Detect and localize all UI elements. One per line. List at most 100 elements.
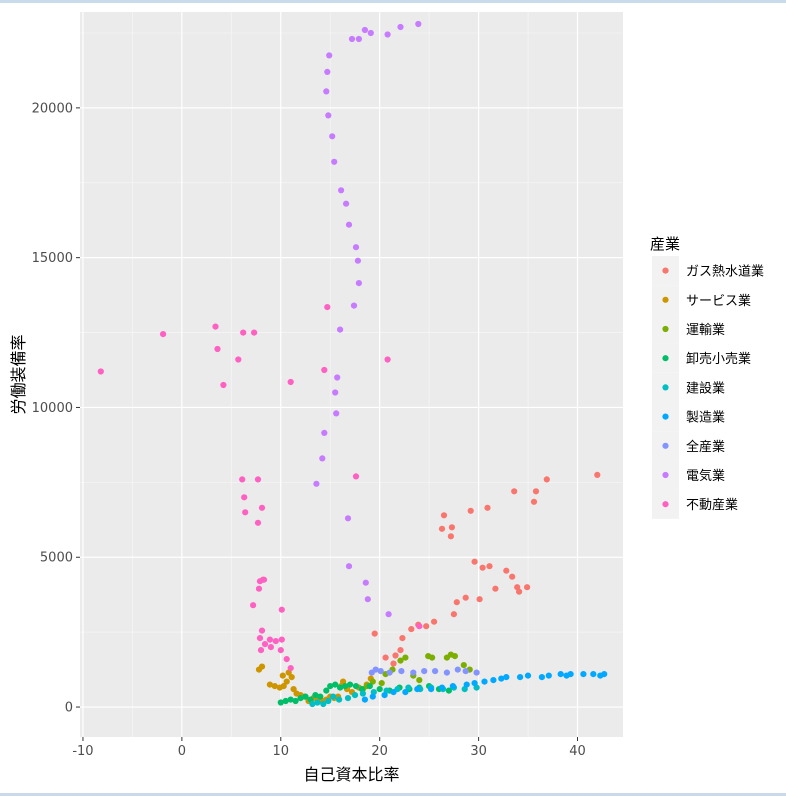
data-point [377, 668, 384, 675]
data-point [220, 381, 227, 389]
data-point [445, 687, 452, 694]
data-point [319, 455, 326, 462]
data-point [476, 596, 483, 603]
data-point [350, 302, 358, 309]
data-point [524, 672, 532, 679]
data-point [421, 668, 428, 675]
data-point [390, 689, 397, 696]
data-point [440, 512, 448, 519]
legend-label: 建設業 [686, 380, 725, 396]
data-point [331, 158, 338, 165]
data-point [359, 690, 366, 697]
data-point [372, 666, 379, 673]
data-point [287, 665, 294, 672]
data-point [345, 563, 353, 570]
data-point [283, 656, 290, 663]
data-point [292, 697, 299, 705]
data-point [280, 683, 287, 690]
data-point [337, 326, 344, 333]
data-point [416, 623, 423, 630]
data-point [342, 683, 349, 690]
data-point [545, 672, 552, 679]
legend-key [662, 267, 669, 274]
data-point [463, 681, 470, 688]
data-point [361, 26, 368, 34]
data-point [538, 674, 546, 681]
data-point [402, 689, 409, 696]
data-point [378, 680, 385, 687]
data-point [326, 52, 333, 59]
legend-title: 産業 [650, 235, 680, 253]
data-point [346, 681, 354, 688]
data-point [332, 389, 339, 396]
legend-label: 製造業 [686, 410, 725, 426]
data-point [325, 697, 332, 705]
data-point [277, 699, 284, 706]
data-point [454, 666, 461, 673]
y-axis: 0 5000 10000 15000 20000 [32, 101, 80, 716]
data-point [431, 618, 438, 625]
data-point [330, 693, 337, 700]
data-point [402, 654, 409, 661]
data-point [473, 669, 480, 676]
data-point [369, 678, 376, 685]
data-point [371, 630, 378, 637]
data-point [467, 507, 474, 514]
data-point [323, 687, 330, 694]
data-point [287, 696, 294, 703]
data-point [329, 133, 336, 140]
y-tick-label: 15000 [32, 251, 73, 266]
data-point [288, 674, 295, 681]
data-point [309, 700, 316, 708]
data-point [257, 647, 265, 654]
data-point [451, 653, 458, 660]
x-tick-label: 40 [569, 744, 586, 759]
data-point [240, 329, 247, 336]
data-point [453, 599, 460, 606]
data-point [343, 200, 350, 207]
data-point [314, 699, 321, 706]
data-point [258, 663, 266, 670]
data-point [471, 680, 478, 687]
data-point [601, 671, 608, 678]
data-point [450, 611, 457, 618]
legend-key [662, 355, 669, 362]
data-point [530, 498, 538, 505]
data-point [509, 573, 516, 580]
data-point [460, 662, 467, 669]
data-point [385, 611, 392, 618]
data-point [429, 654, 436, 661]
data-point [160, 331, 167, 338]
y-axis-title: 労働装備率 [9, 334, 28, 414]
data-point [376, 686, 383, 693]
data-point [361, 696, 368, 703]
data-point [282, 697, 289, 705]
x-tick-label: 0 [178, 744, 186, 759]
data-point [255, 585, 263, 592]
data-point [256, 635, 264, 642]
data-point [348, 35, 356, 43]
data-point [399, 635, 406, 642]
data-point [438, 684, 446, 691]
data-point [302, 693, 309, 700]
data-point [492, 585, 499, 592]
data-point [336, 696, 343, 703]
data-point [277, 647, 284, 654]
data-point [543, 476, 550, 483]
data-point [367, 29, 374, 37]
data-point [212, 323, 219, 330]
data-point [325, 112, 332, 119]
data-point [414, 686, 421, 693]
data-point [297, 695, 304, 702]
data-point [279, 672, 286, 679]
data-point [516, 588, 523, 595]
data-point [486, 563, 493, 570]
legend-key [662, 384, 669, 391]
minor-gridlines [80, 12, 623, 737]
data-point [267, 644, 274, 651]
data-point [333, 410, 340, 417]
data-point [405, 684, 412, 691]
data-point [423, 623, 430, 630]
data-point [364, 596, 371, 603]
